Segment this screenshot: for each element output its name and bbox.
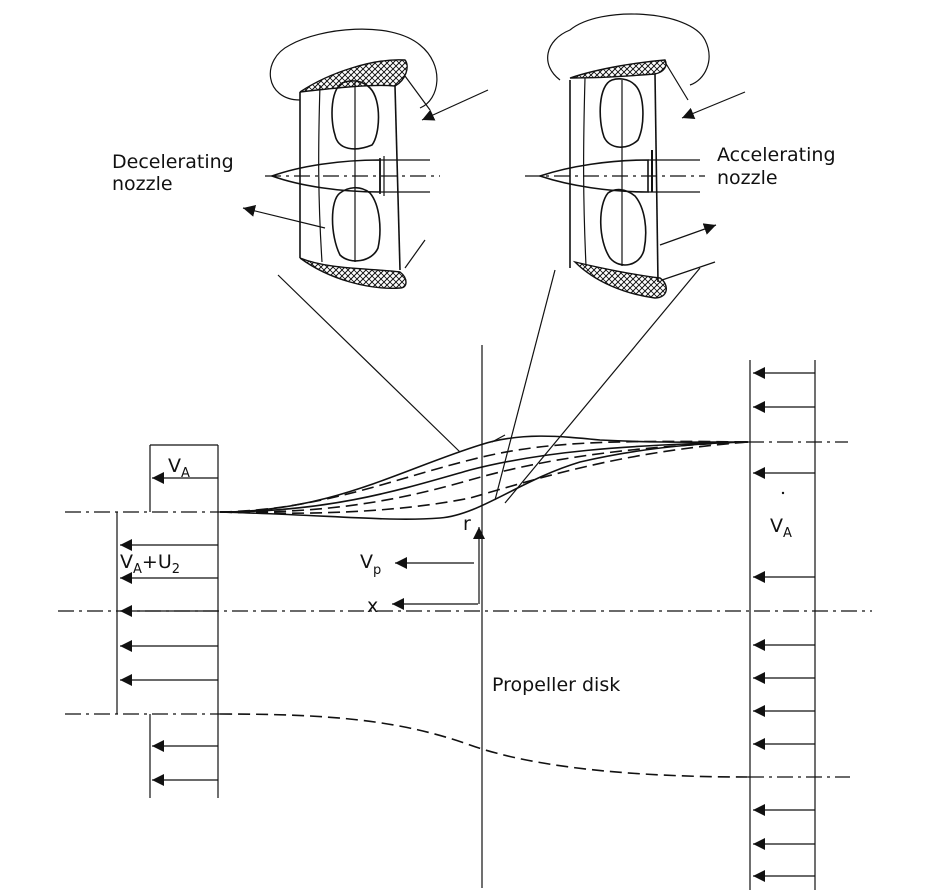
accelerating-nozzle-inset [525,13,746,299]
leader-accel-left [494,269,556,501]
streamline-dashed-2 [219,441,749,513]
decel-nozzle-section-top [299,59,408,93]
accelerating-label-line1: Accelerating [717,144,836,166]
streamline-dashed-1 [219,440,749,513]
reference-lines [58,345,872,888]
leader-accel-right [504,267,701,504]
downstream-velocity-profile [749,360,816,890]
leader-lines [277,267,701,504]
decel-inflow-arrow [421,89,489,121]
upstream-velocity-profile [116,444,219,798]
streamline-solid-mid [219,441,749,513]
streamlines [219,435,749,778]
x-label: x [367,595,378,617]
leader-decel-left [277,274,461,453]
decel-nozzle-section-bottom [299,257,407,289]
decelerating-nozzle-inset [242,28,489,289]
propeller-disk-label: Propeller disk [492,674,620,696]
va-upstream-label: VA [168,455,190,481]
streamline-dashed-3 [219,441,749,515]
decel-outflow-arrow [242,205,326,229]
decelerating-label-line1: Decelerating [112,151,234,173]
accel-inflow-arrow [681,91,746,119]
accelerating-label-line2: nozzle [717,167,778,189]
accel-callout-bubble [547,13,710,86]
r-label: r [463,513,471,535]
leader-decel-right [491,434,506,443]
streamline-lower-boundary [219,713,749,778]
vp-label: Vp [360,551,381,578]
va-downstream-label: VA [770,515,792,541]
decel-callout-bubble [269,28,438,109]
accel-outflow-arrow [659,223,717,246]
accel-nozzle-section-bottom [572,260,667,299]
coordinate-system [392,527,485,610]
accel-nozzle-section-top [569,59,667,79]
va-plus-u2-label: VA+U2 [120,551,180,577]
decelerating-label-line2: nozzle [112,173,173,195]
